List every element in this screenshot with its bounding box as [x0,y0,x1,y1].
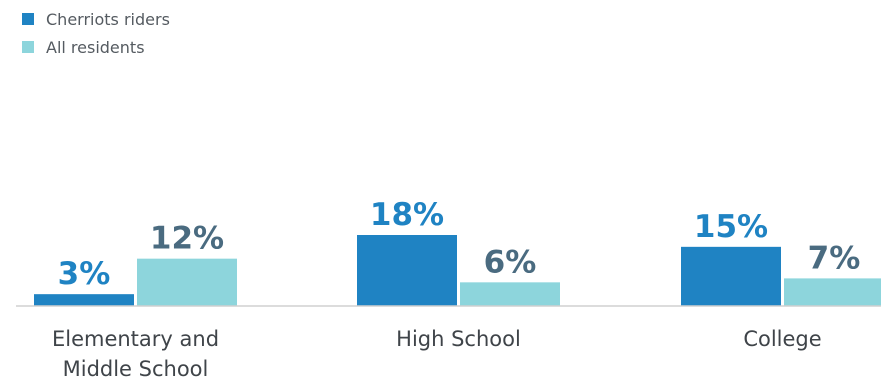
value-label-1-1: 6% [484,244,537,280]
category-labels: Elementary and Middle School High School Co… [52,327,822,379]
bar-2-1 [784,278,881,306]
legend-swatch-1 [22,41,34,53]
category-label-1-0: High School [396,327,521,351]
value-label-0-0: 3% [58,256,111,292]
bar-1-0 [357,235,457,306]
value-label-0-1: 12% [150,221,224,257]
category-label-0-0: Elementary and [52,327,219,351]
category-label-0-1: Middle School [63,357,209,379]
category-label-2-0: College [743,327,821,351]
bar-1-1 [460,282,560,306]
value-labels: 3% 12% 18% 6% 15% 7% [58,197,861,292]
legend-swatch-0 [22,13,34,25]
legend: Cherriots riders All residents [22,10,170,57]
value-label-1-0: 18% [370,197,444,233]
bar-0-0 [34,294,134,306]
bar-0-1 [137,258,237,306]
legend-label-0: Cherriots riders [46,10,170,29]
value-label-2-1: 7% [808,240,861,276]
bar-2-0 [681,246,781,306]
legend-label-1: All residents [46,38,145,57]
bars [34,235,881,306]
value-label-2-0: 15% [694,209,768,245]
